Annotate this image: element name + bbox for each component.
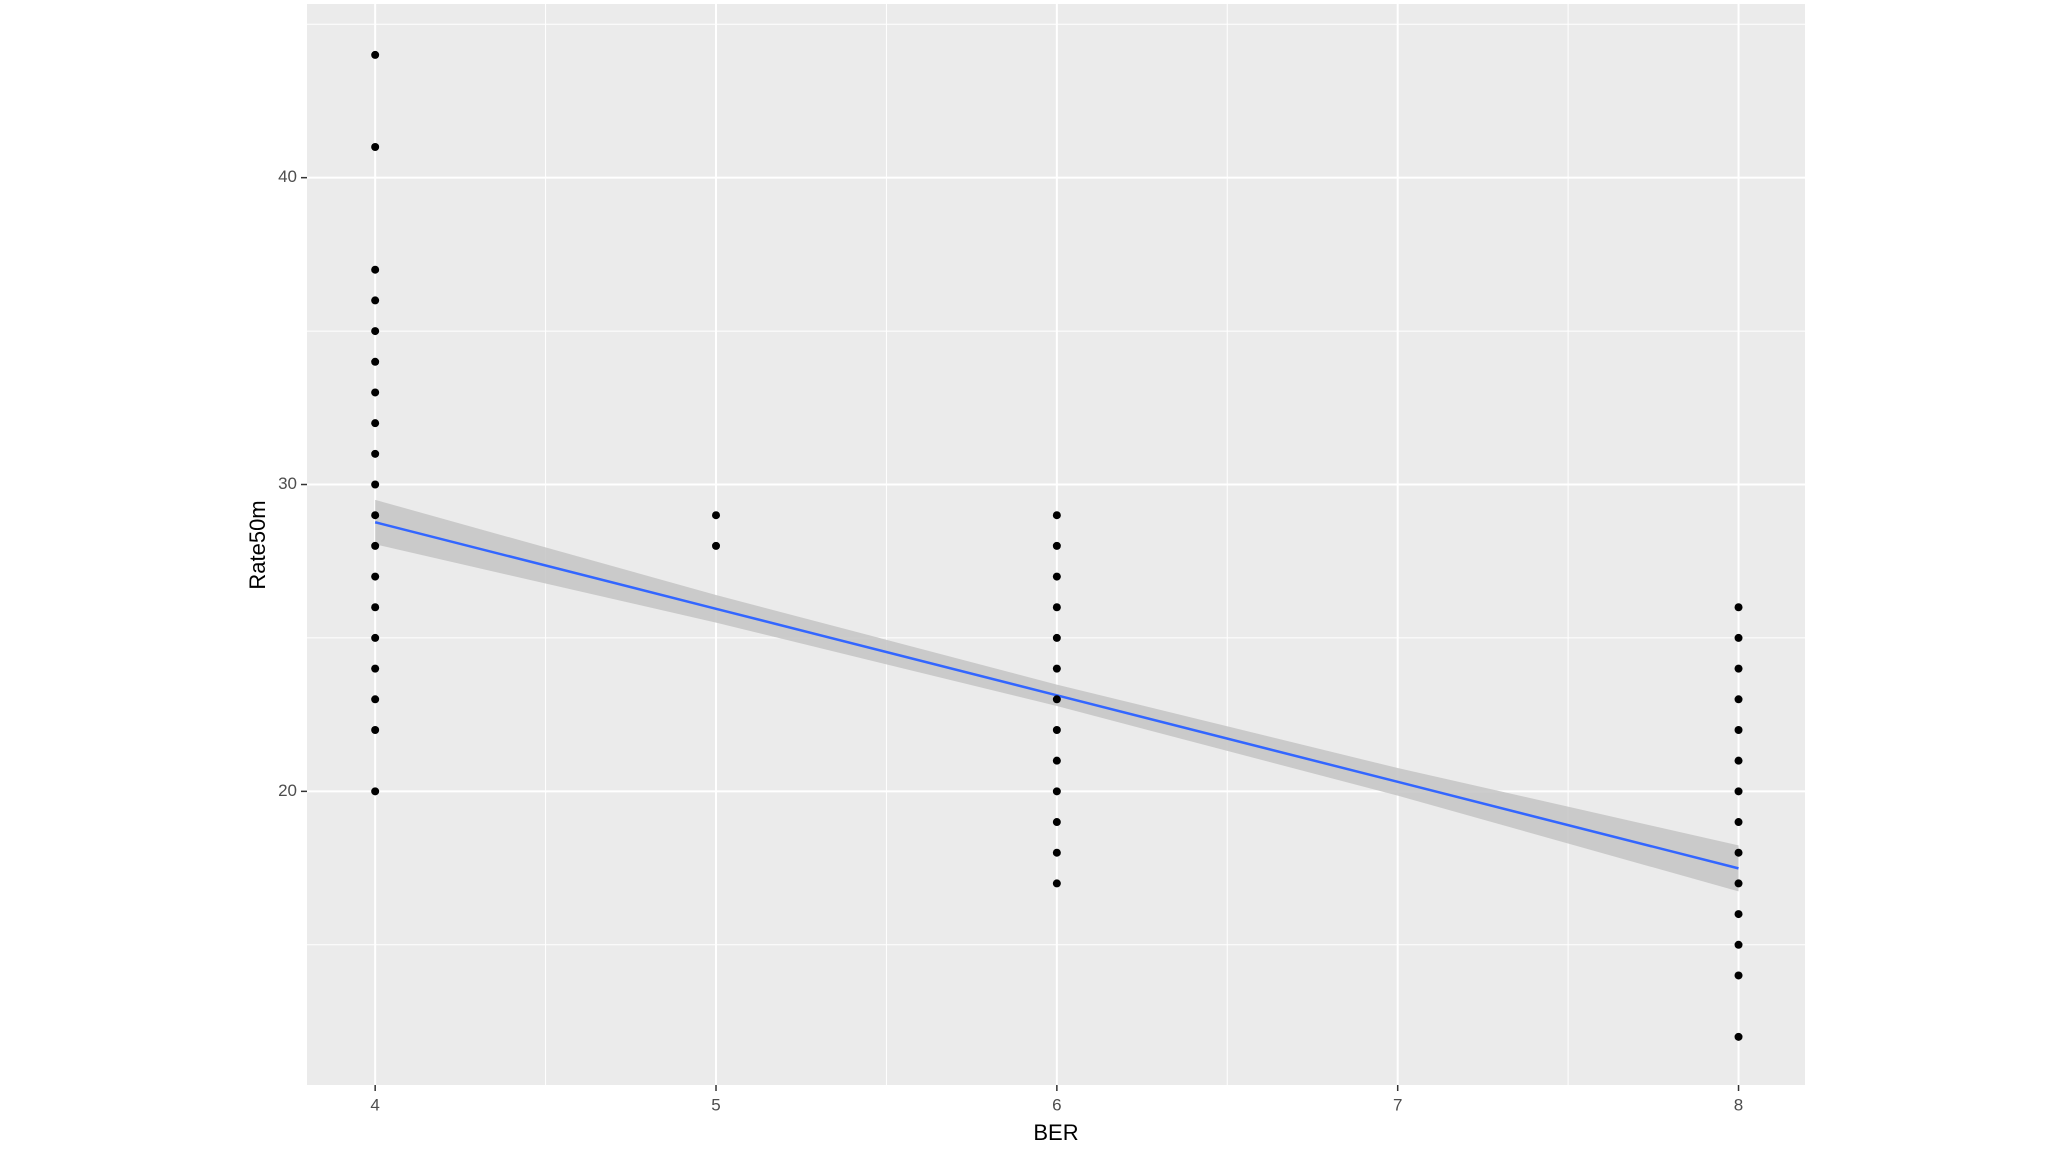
y-tick-label: 30 <box>278 474 297 493</box>
point <box>1734 940 1743 949</box>
point <box>1734 879 1743 888</box>
point <box>371 296 380 305</box>
point <box>1052 603 1061 612</box>
point <box>371 541 380 550</box>
point <box>371 511 380 520</box>
point <box>1734 971 1743 980</box>
point <box>1734 756 1743 765</box>
point <box>1052 541 1061 550</box>
point <box>1734 787 1743 796</box>
point <box>371 50 380 59</box>
point <box>371 480 380 489</box>
point <box>1052 725 1061 734</box>
point <box>371 357 380 366</box>
point <box>371 327 380 336</box>
point <box>1052 848 1061 857</box>
y-axis-title: Rate50m <box>245 500 270 589</box>
point <box>371 388 380 397</box>
point <box>371 695 380 704</box>
point <box>1052 572 1061 581</box>
point <box>371 449 380 458</box>
x-tick-label: 8 <box>1734 1095 1743 1114</box>
point <box>1734 603 1743 612</box>
point <box>371 787 380 796</box>
x-tick-label: 6 <box>1052 1095 1061 1114</box>
x-axis-title: BER <box>1033 1120 1078 1145</box>
point <box>371 603 380 612</box>
point <box>1052 633 1061 642</box>
y-tick-label: 40 <box>278 167 297 186</box>
point <box>1052 695 1061 704</box>
point <box>1734 910 1743 919</box>
y-tick-label: 20 <box>278 781 297 800</box>
point <box>1734 818 1743 827</box>
point <box>1734 725 1743 734</box>
point <box>1052 664 1061 673</box>
point <box>371 725 380 734</box>
point <box>1734 1032 1743 1041</box>
point <box>1734 848 1743 857</box>
point <box>1052 879 1061 888</box>
x-tick-label: 7 <box>1393 1095 1402 1114</box>
point <box>1052 787 1061 796</box>
point <box>371 633 380 642</box>
point <box>712 511 721 520</box>
point <box>371 572 380 581</box>
point <box>371 419 380 428</box>
point <box>712 541 721 550</box>
point <box>1734 664 1743 673</box>
x-tick-label: 5 <box>711 1095 720 1114</box>
point <box>1734 695 1743 704</box>
x-tick-label: 4 <box>370 1095 379 1114</box>
point <box>1734 633 1743 642</box>
point <box>371 664 380 673</box>
point <box>1052 818 1061 827</box>
point <box>1052 756 1061 765</box>
point <box>1052 511 1061 520</box>
point <box>371 142 380 151</box>
point <box>371 265 380 274</box>
